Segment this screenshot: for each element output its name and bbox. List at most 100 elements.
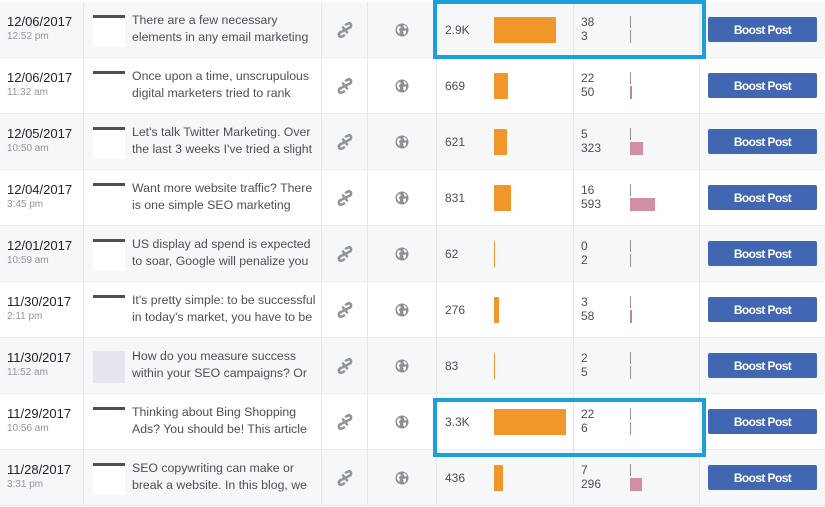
post-time: 10:50 am: [7, 143, 49, 154]
promote-cell: Boost Post: [700, 114, 825, 169]
post-time: 12:52 pm: [7, 31, 49, 42]
promote-cell: Boost Post: [700, 394, 825, 449]
post-thumbnail[interactable]: [93, 71, 125, 103]
post-clicks-bar: [630, 408, 631, 420]
boost-post-button[interactable]: Boost Post: [708, 73, 817, 98]
post-time: 11:52 am: [7, 367, 48, 378]
post-date: 12/06/2017: [7, 70, 73, 85]
post-date: 11/28/2017: [7, 462, 72, 477]
post-thumbnail[interactable]: [93, 127, 125, 159]
post-clicks-bar: [630, 352, 631, 364]
boost-post-button[interactable]: Boost Post: [708, 17, 817, 42]
post-cell[interactable]: Thinking about Bing Shopping Ads? You sh…: [84, 394, 322, 449]
globe-icon: [395, 79, 409, 93]
targeting-cell: [368, 338, 437, 393]
reactions-bar: [630, 254, 631, 267]
post-text[interactable]: US display ad spend is expected to soar,…: [132, 236, 321, 281]
reactions-value: 58: [581, 309, 595, 323]
post-thumbnail[interactable]: [93, 407, 125, 439]
link-icon: [337, 245, 353, 263]
post-thumbnail[interactable]: [93, 463, 125, 495]
boost-post-button[interactable]: Boost Post: [708, 185, 817, 210]
post-text[interactable]: How do you measure success within your S…: [132, 348, 321, 393]
post-text[interactable]: There are a few necessary elements in an…: [132, 12, 321, 57]
reach-value: 3.3K: [445, 415, 470, 429]
globe-icon: [395, 247, 409, 261]
reach-cell: 3.3K: [437, 394, 574, 449]
post-text[interactable]: Once upon a time, unscrupulous digital m…: [132, 68, 321, 113]
type-cell: [322, 338, 368, 393]
post-text[interactable]: It's pretty simple: to be successful in …: [132, 292, 321, 337]
reach-cell: 62: [437, 226, 574, 281]
table-row: 11/30/2017 2:11 pm It's pretty simple: t…: [0, 282, 825, 338]
post-clicks-bar: [630, 128, 631, 140]
engagement-cell: 5 323: [574, 114, 700, 169]
post-text[interactable]: Thinking about Bing Shopping Ads? You sh…: [132, 404, 321, 449]
post-thumbnail[interactable]: [93, 183, 125, 215]
post-text[interactable]: Want more website traffic? There is one …: [132, 180, 321, 225]
post-thumbnail[interactable]: [93, 295, 125, 327]
reach-value: 83: [445, 359, 459, 373]
promote-cell: Boost Post: [700, 338, 825, 393]
link-icon: [337, 413, 353, 431]
promote-cell: Boost Post: [700, 2, 825, 57]
reactions-bar: [630, 30, 631, 43]
reactions-value: 6: [581, 421, 588, 435]
post-cell[interactable]: How do you measure success within your S…: [84, 338, 322, 393]
reactions-value: 3: [581, 29, 588, 43]
table-row: 11/29/2017 10:56 am Thinking about Bing …: [0, 394, 825, 450]
boost-post-button[interactable]: Boost Post: [708, 465, 817, 490]
post-thumbnail[interactable]: [93, 15, 125, 47]
globe-icon: [395, 303, 409, 317]
post-clicks-value: 0: [581, 239, 588, 253]
post-text-line: There are a few necessary: [132, 13, 278, 27]
reactions-value: 593: [581, 197, 602, 211]
type-cell: [322, 2, 368, 57]
reactions-bar: [630, 142, 643, 155]
type-cell: [322, 282, 368, 337]
post-clicks-value: 38: [581, 15, 595, 29]
link-icon: [337, 301, 353, 319]
published-date-cell: 12/05/2017 10:50 am: [0, 114, 84, 169]
boost-post-button[interactable]: Boost Post: [708, 241, 817, 266]
post-cell[interactable]: There are a few necessary elements in an…: [84, 2, 322, 57]
reach-bar: [494, 353, 495, 379]
post-cell[interactable]: US display ad spend is expected to soar,…: [84, 226, 322, 281]
post-text-line: Thinking about Bing Shopping: [132, 405, 297, 419]
globe-icon: [395, 359, 409, 373]
post-date: 11/30/2017: [7, 294, 72, 309]
post-cell[interactable]: Let's talk Twitter Marketing. Over the l…: [84, 114, 322, 169]
post-cell[interactable]: It's pretty simple: to be successful in …: [84, 282, 322, 337]
link-icon: [337, 357, 353, 375]
boost-post-button[interactable]: Boost Post: [708, 409, 817, 434]
table-row: 12/01/2017 10:59 am US display ad spend …: [0, 226, 825, 282]
reach-bar: [494, 17, 556, 43]
published-date-cell: 11/30/2017 2:11 pm: [0, 282, 84, 337]
published-date-cell: 12/01/2017 10:59 am: [0, 226, 84, 281]
post-cell[interactable]: Once upon a time, unscrupulous digital m…: [84, 58, 322, 113]
promote-cell: Boost Post: [700, 450, 825, 505]
boost-post-button[interactable]: Boost Post: [708, 353, 817, 378]
link-icon: [337, 469, 353, 487]
engagement-cell: 7 296: [574, 450, 700, 505]
post-text-line: Once upon a time, unscrupulous: [132, 69, 310, 83]
globe-icon: [395, 23, 409, 37]
post-cell[interactable]: Want more website traffic? There is one …: [84, 170, 322, 225]
post-text[interactable]: SEO copywriting can make or break a webs…: [132, 460, 321, 505]
post-thumbnail[interactable]: [93, 351, 125, 383]
boost-post-button[interactable]: Boost Post: [708, 129, 817, 154]
targeting-cell: [368, 58, 437, 113]
post-cell[interactable]: SEO copywriting can make or break a webs…: [84, 450, 322, 505]
reactions-value: 296: [581, 477, 602, 491]
table-row: 12/04/2017 3:45 pm Want more website tra…: [0, 170, 825, 226]
post-clicks-bar: [630, 240, 631, 252]
post-text-line: within your SEO campaigns? Or: [132, 366, 307, 380]
promote-cell: Boost Post: [700, 282, 825, 337]
published-date-cell: 12/06/2017 12:52 pm: [0, 2, 84, 57]
boost-post-button[interactable]: Boost Post: [708, 297, 817, 322]
post-thumbnail[interactable]: [93, 239, 125, 271]
reach-cell: 669: [437, 58, 574, 113]
post-text[interactable]: Let's talk Twitter Marketing. Over the l…: [132, 124, 321, 169]
post-time: 11:32 am: [7, 87, 48, 98]
